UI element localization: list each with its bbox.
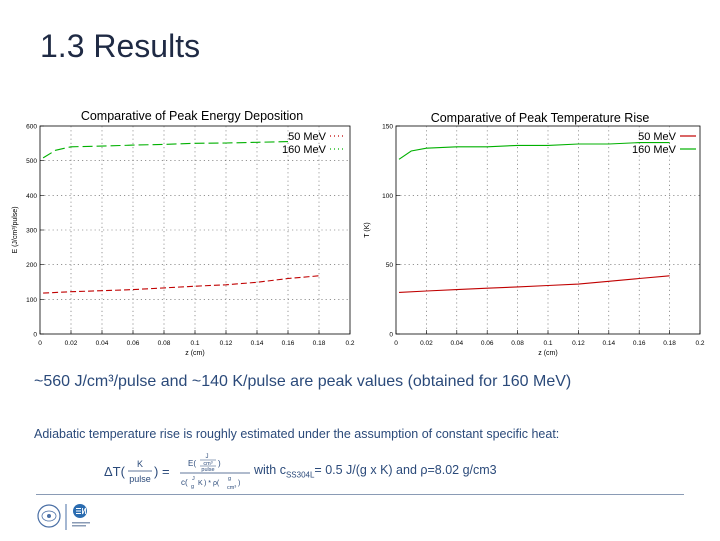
y-tick-label: 50 xyxy=(386,262,394,269)
y-axis-label: E (J/cm³/pulse) xyxy=(12,206,19,253)
chart-title: Comparative of Peak Temperature Rise xyxy=(431,111,650,125)
x-tick-label: 0.14 xyxy=(251,340,264,347)
x-tick-label: 0.06 xyxy=(127,340,140,347)
formula-num-j: J xyxy=(206,454,209,460)
legend-label: 50 MeV xyxy=(638,131,677,143)
formula-den-c: c( xyxy=(181,478,188,487)
series-line-50-mev xyxy=(43,275,320,294)
y-tick-label: 500 xyxy=(26,158,37,165)
x-tick-label: 0.08 xyxy=(511,340,524,347)
formula-den-j: J xyxy=(192,476,195,482)
adiabatic-note: Adiabatic temperature rise is roughly es… xyxy=(34,427,560,441)
legend-label: 160 MeV xyxy=(632,144,677,156)
y-tick-label: 100 xyxy=(26,297,37,304)
series-line-50-mev xyxy=(398,275,670,293)
formula-lhs-svg: ΔT( K pulse ) = E( J cm³ pulse ) c( J g … xyxy=(104,454,250,491)
en-logo-icon xyxy=(72,504,90,527)
x-axis-label: z (cm) xyxy=(185,350,204,357)
legend-label: 160 MeV xyxy=(282,144,327,156)
slide-title: 1.3 Results xyxy=(40,28,201,64)
peak-summary: ~560 J/cm³/pulse and ~140 K/pulse are pe… xyxy=(34,373,572,390)
temperature-rise-chart: Comparative of Peak Temperature Rise 0 0.0… xyxy=(362,102,712,364)
formula-num-close: ) xyxy=(218,459,221,468)
temperature-rise-svg: Comparative of Peak Temperature Rise 0 0.0… xyxy=(364,111,705,357)
y-tick-label: 100 xyxy=(382,193,393,200)
formula-lhs-num: K xyxy=(137,459,143,469)
formula-den-close: ) xyxy=(238,480,240,487)
footer-logos xyxy=(34,500,104,536)
formula-delta-t: ΔT( xyxy=(104,464,126,479)
x-axis-label: z (cm) xyxy=(538,350,557,357)
formula-lhs-den: pulse xyxy=(129,474,151,484)
formula-den-g: g xyxy=(191,484,194,490)
x-tick-label: 0 xyxy=(38,340,42,347)
legend-label: 50 MeV xyxy=(288,131,327,143)
x-tick-label: 0.04 xyxy=(96,340,109,347)
y-tick-label: 600 xyxy=(26,124,37,131)
x-tick-label: 0.12 xyxy=(572,340,585,347)
energy-deposition-svg: Comparative of Peak Energy Deposition 0 0.… xyxy=(12,109,355,357)
y-tick-label: 300 xyxy=(26,228,37,235)
y-tick-label: 400 xyxy=(26,193,37,200)
x-tick-label: 0.2 xyxy=(695,340,704,347)
y-tick-label: 0 xyxy=(33,332,37,339)
chart-title: Comparative of Peak Energy Deposition xyxy=(81,109,303,123)
y-tick-label: 150 xyxy=(382,124,393,131)
formula-rhs: with cSS304L= 0.5 J/(g x K) and ρ=8.02 g… xyxy=(254,463,497,480)
y-axis-label: T (K) xyxy=(364,222,371,237)
x-tick-label: 0.18 xyxy=(313,340,326,347)
x-tick-label: 0.08 xyxy=(158,340,171,347)
formula-den-rho: ) * ρ( xyxy=(204,480,220,487)
formula-den-k: K xyxy=(198,480,203,487)
x-tick-label: 0.02 xyxy=(65,340,78,347)
formula-num-e: E( xyxy=(188,459,196,468)
series-line-160-mev xyxy=(42,141,289,159)
x-tick-label: 0.2 xyxy=(345,340,354,347)
x-tick-label: 0.1 xyxy=(543,340,552,347)
formula-rhs-with: with c xyxy=(254,463,286,477)
formula-rhs-sub: SS304L xyxy=(285,470,315,480)
formula-den-g2: g xyxy=(228,476,231,482)
x-tick-label: 0.04 xyxy=(450,340,463,347)
x-tick-label: 0 xyxy=(394,340,398,347)
x-tick-label: 0.16 xyxy=(282,340,295,347)
formula-lhs-close: ) = xyxy=(154,464,170,479)
x-tick-label: 0.1 xyxy=(190,340,199,347)
cern-en-logo xyxy=(37,504,90,530)
x-tick-label: 0.06 xyxy=(481,340,494,347)
series-line-160-mev xyxy=(398,142,670,160)
formula-den-cm3: cm³ xyxy=(227,485,236,491)
formula-num-cm3: cm³ xyxy=(203,461,212,467)
x-tick-label: 0.14 xyxy=(602,340,615,347)
formula-num-pulse: pulse xyxy=(201,467,214,473)
x-tick-label: 0.12 xyxy=(220,340,233,347)
formula-rhs-values: = 0.5 J/(g x K) and ρ=8.02 g/cm3 xyxy=(314,463,497,477)
energy-deposition-chart: Comparative of Peak Energy Deposition 0 0.… xyxy=(10,102,362,364)
y-tick-label: 200 xyxy=(26,262,37,269)
x-tick-label: 0.02 xyxy=(420,340,433,347)
x-tick-label: 0.16 xyxy=(633,340,646,347)
y-tick-label: 0 xyxy=(389,332,393,339)
x-tick-label: 0.18 xyxy=(663,340,676,347)
footer-divider xyxy=(36,494,684,495)
cern-logo-icon xyxy=(37,504,61,528)
